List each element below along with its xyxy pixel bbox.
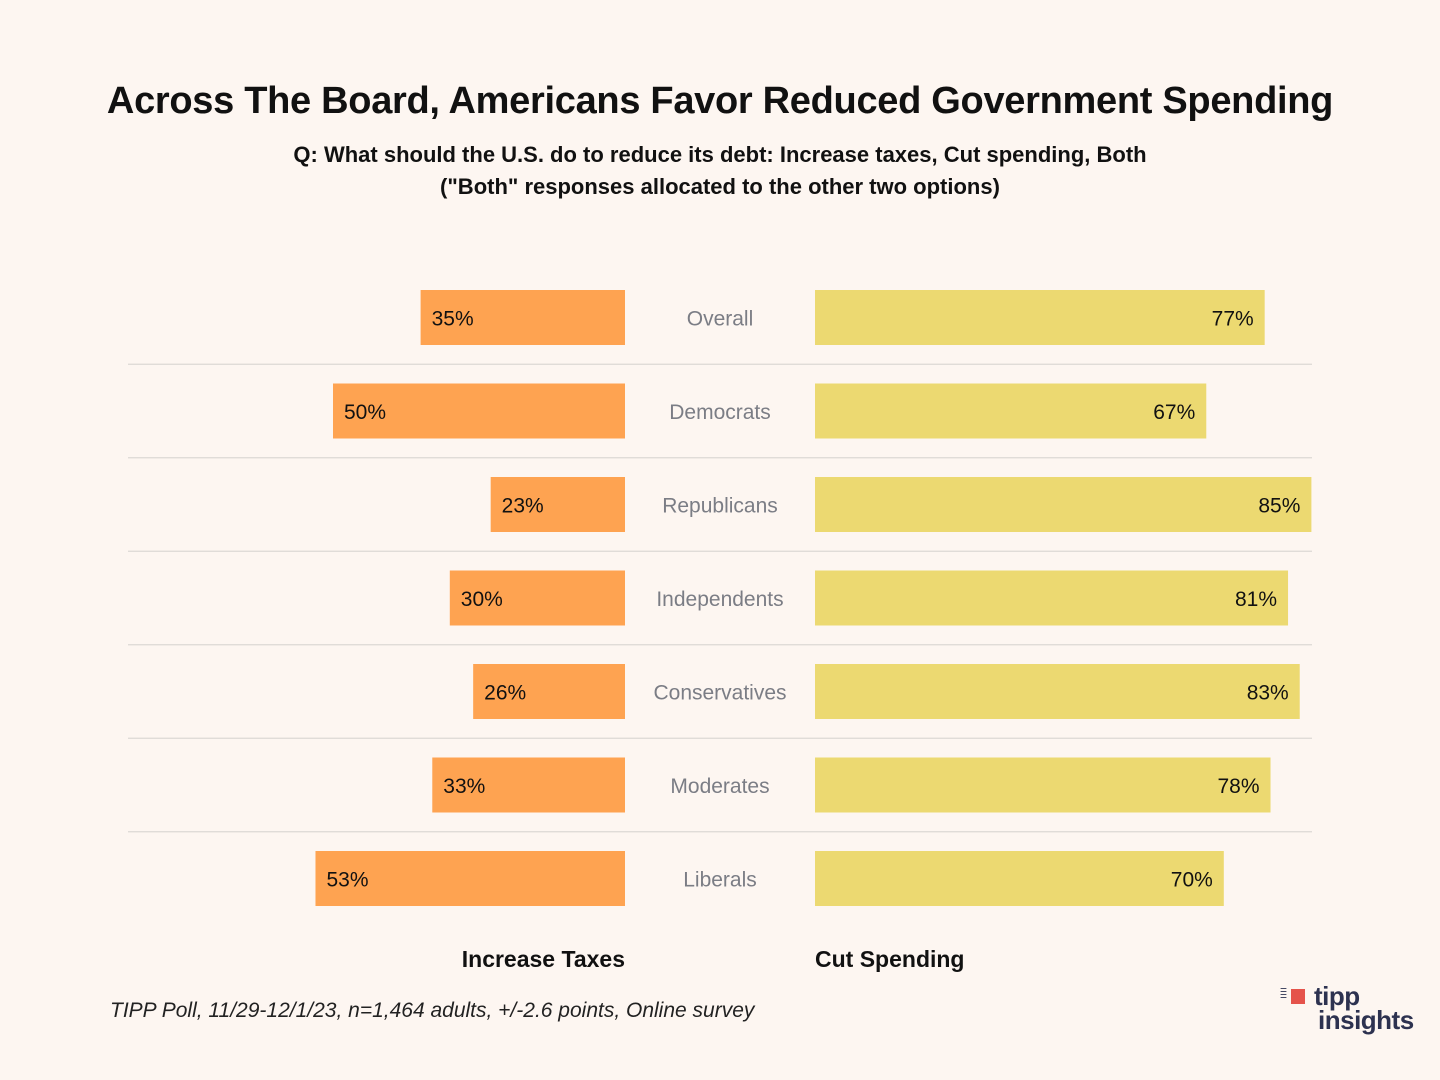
legend-cut-spending: Cut Spending: [815, 946, 965, 972]
logo-text-insights: insights: [1318, 1005, 1414, 1035]
category-label-conservatives: Conservatives: [653, 682, 786, 705]
bar-increase-taxes-moderates: [432, 757, 625, 813]
label-increase-taxes-moderates: 33%: [443, 775, 485, 798]
label-increase-taxes-republicans: 23%: [502, 495, 544, 518]
bar-cut-spending-moderates: [815, 757, 1271, 813]
label-increase-taxes-overall: 35%: [432, 308, 474, 331]
megaphone-icon: [1291, 989, 1305, 1004]
bar-cut-spending-conservatives: [815, 664, 1300, 719]
bar-increase-taxes-liberals: [315, 851, 625, 906]
category-label-moderates: Moderates: [670, 775, 769, 798]
chart-subtitle-question: Q: What should the U.S. do to reduce its…: [293, 142, 1147, 167]
label-cut-spending-independents: 81%: [1235, 588, 1277, 611]
bar-cut-spending-democrats: [815, 383, 1207, 439]
bar-increase-taxes-republicans: [490, 477, 625, 532]
bar-cut-spending-independents: [815, 570, 1289, 626]
bar-increase-taxes-democrats: [333, 383, 625, 439]
category-label-independents: Independents: [656, 588, 783, 611]
logo-text-tipp: tipp: [1314, 981, 1360, 1011]
label-cut-spending-republicans: 85%: [1258, 495, 1300, 518]
category-label-liberals: Liberals: [683, 869, 757, 892]
legend-increase-taxes: Increase Taxes: [461, 946, 625, 972]
label-increase-taxes-democrats: 50%: [344, 401, 386, 424]
chart-title: Across The Board, Americans Favor Reduce…: [106, 80, 1334, 122]
label-cut-spending-liberals: 70%: [1171, 869, 1213, 892]
megaphone-rays-icon: = =: [1280, 983, 1288, 1003]
label-cut-spending-conservatives: 83%: [1247, 682, 1289, 705]
category-label-democrats: Democrats: [669, 401, 771, 424]
label-increase-taxes-liberals: 53%: [326, 869, 368, 892]
chart-subtitle-note: ("Both" responses allocated to the other…: [440, 174, 1000, 199]
category-label-overall: Overall: [687, 308, 754, 331]
bar-increase-taxes-independents: [449, 570, 625, 626]
bar-cut-spending-overall: [815, 290, 1265, 345]
bar-increase-taxes-overall: [420, 290, 625, 345]
label-increase-taxes-conservatives: 26%: [484, 682, 526, 705]
label-cut-spending-moderates: 78%: [1217, 775, 1259, 798]
category-label-republicans: Republicans: [662, 495, 778, 518]
bar-increase-taxes-conservatives: [473, 664, 625, 719]
bar-cut-spending-republicans: [815, 477, 1312, 532]
label-increase-taxes-independents: 30%: [461, 588, 503, 611]
label-cut-spending-democrats: 67%: [1153, 401, 1195, 424]
tipp-insights-logo: = = tipp insights: [1280, 981, 1430, 1035]
label-cut-spending-overall: 77%: [1212, 308, 1254, 331]
source-note: TIPP Poll, 11/29-12/1/23, n=1,464 adults…: [110, 999, 755, 1022]
bar-cut-spending-liberals: [815, 851, 1224, 906]
